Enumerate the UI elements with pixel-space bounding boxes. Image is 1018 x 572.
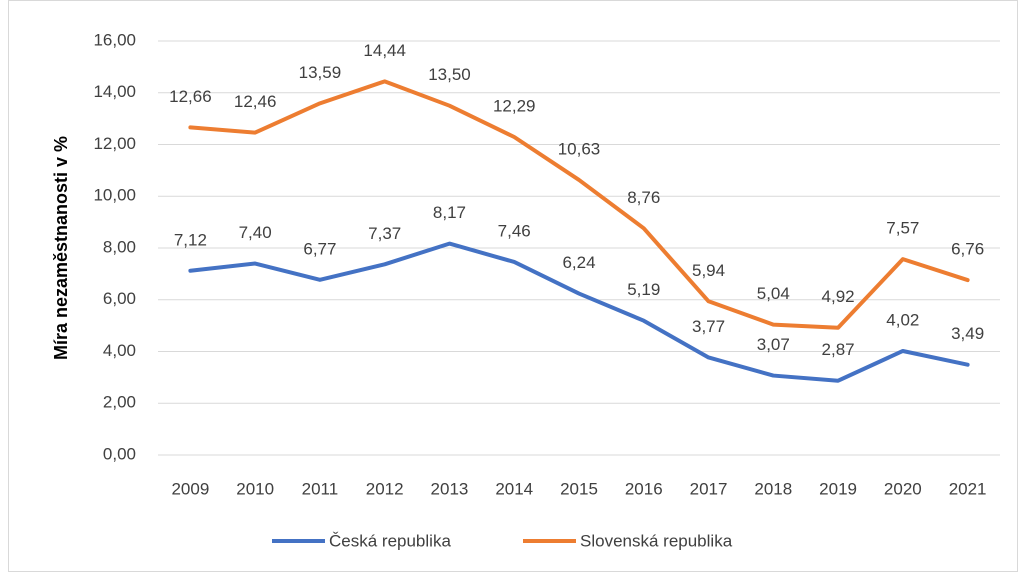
series-line	[188, 79, 970, 330]
data-label: 13,50	[428, 65, 471, 84]
data-label: 7,12	[174, 230, 207, 249]
data-label: 5,19	[627, 280, 660, 299]
y-axis-label: Míra nezaměstnanosti v %	[51, 136, 71, 360]
y-tick-label: 4,00	[103, 341, 136, 360]
legend-label: Česká republika	[329, 531, 451, 550]
data-label: 12,29	[493, 96, 536, 115]
data-label: 5,04	[757, 284, 790, 303]
x-tick-label: 2020	[884, 479, 922, 498]
y-tick-label: 12,00	[93, 134, 136, 153]
data-label: 7,57	[886, 219, 919, 238]
data-label: 5,94	[692, 261, 725, 280]
x-tick-label: 2016	[625, 479, 663, 498]
data-label: 4,02	[886, 310, 919, 329]
data-label: 12,46	[234, 92, 277, 111]
data-label: 13,59	[299, 63, 342, 82]
x-tick-label: 2012	[366, 479, 404, 498]
x-tick-label: 2015	[560, 479, 598, 498]
y-tick-label: 16,00	[93, 30, 136, 49]
data-label: 3,49	[951, 324, 984, 343]
data-label: 12,66	[169, 87, 212, 106]
x-tick-label: 2010	[236, 479, 274, 498]
data-label: 8,17	[433, 203, 466, 222]
y-tick-label: 0,00	[103, 444, 136, 463]
x-tick-label: 2011	[302, 479, 339, 498]
data-label: 3,07	[757, 335, 790, 354]
y-tick-label: 14,00	[93, 82, 136, 101]
x-tick-label: 2009	[171, 479, 209, 498]
data-label: 6,24	[562, 253, 595, 272]
data-label: 6,77	[303, 239, 336, 258]
data-label: 10,63	[558, 139, 601, 158]
x-tick-label: 2013	[431, 479, 469, 498]
y-tick-label: 8,00	[103, 237, 136, 256]
data-label: 3,77	[692, 317, 725, 336]
series-line	[188, 241, 970, 383]
data-label: 7,37	[368, 224, 401, 243]
data-label: 2,87	[822, 340, 855, 359]
y-tick-label: 10,00	[93, 186, 136, 205]
x-tick-label: 2014	[495, 479, 533, 498]
data-label: 4,92	[822, 287, 855, 306]
x-tick-label: 2017	[690, 479, 728, 498]
data-label: 7,40	[239, 223, 272, 242]
data-label: 6,76	[951, 240, 984, 259]
x-tick-label: 2019	[819, 479, 857, 498]
legend-label: Slovenská republika	[580, 531, 733, 550]
x-tick-label: 2021	[949, 479, 987, 498]
data-label: 7,46	[498, 221, 531, 240]
y-tick-label: 2,00	[103, 393, 136, 412]
data-label: 14,44	[363, 41, 406, 60]
data-label: 8,76	[627, 188, 660, 207]
x-tick-label: 2018	[754, 479, 792, 498]
y-tick-label: 6,00	[103, 289, 136, 308]
